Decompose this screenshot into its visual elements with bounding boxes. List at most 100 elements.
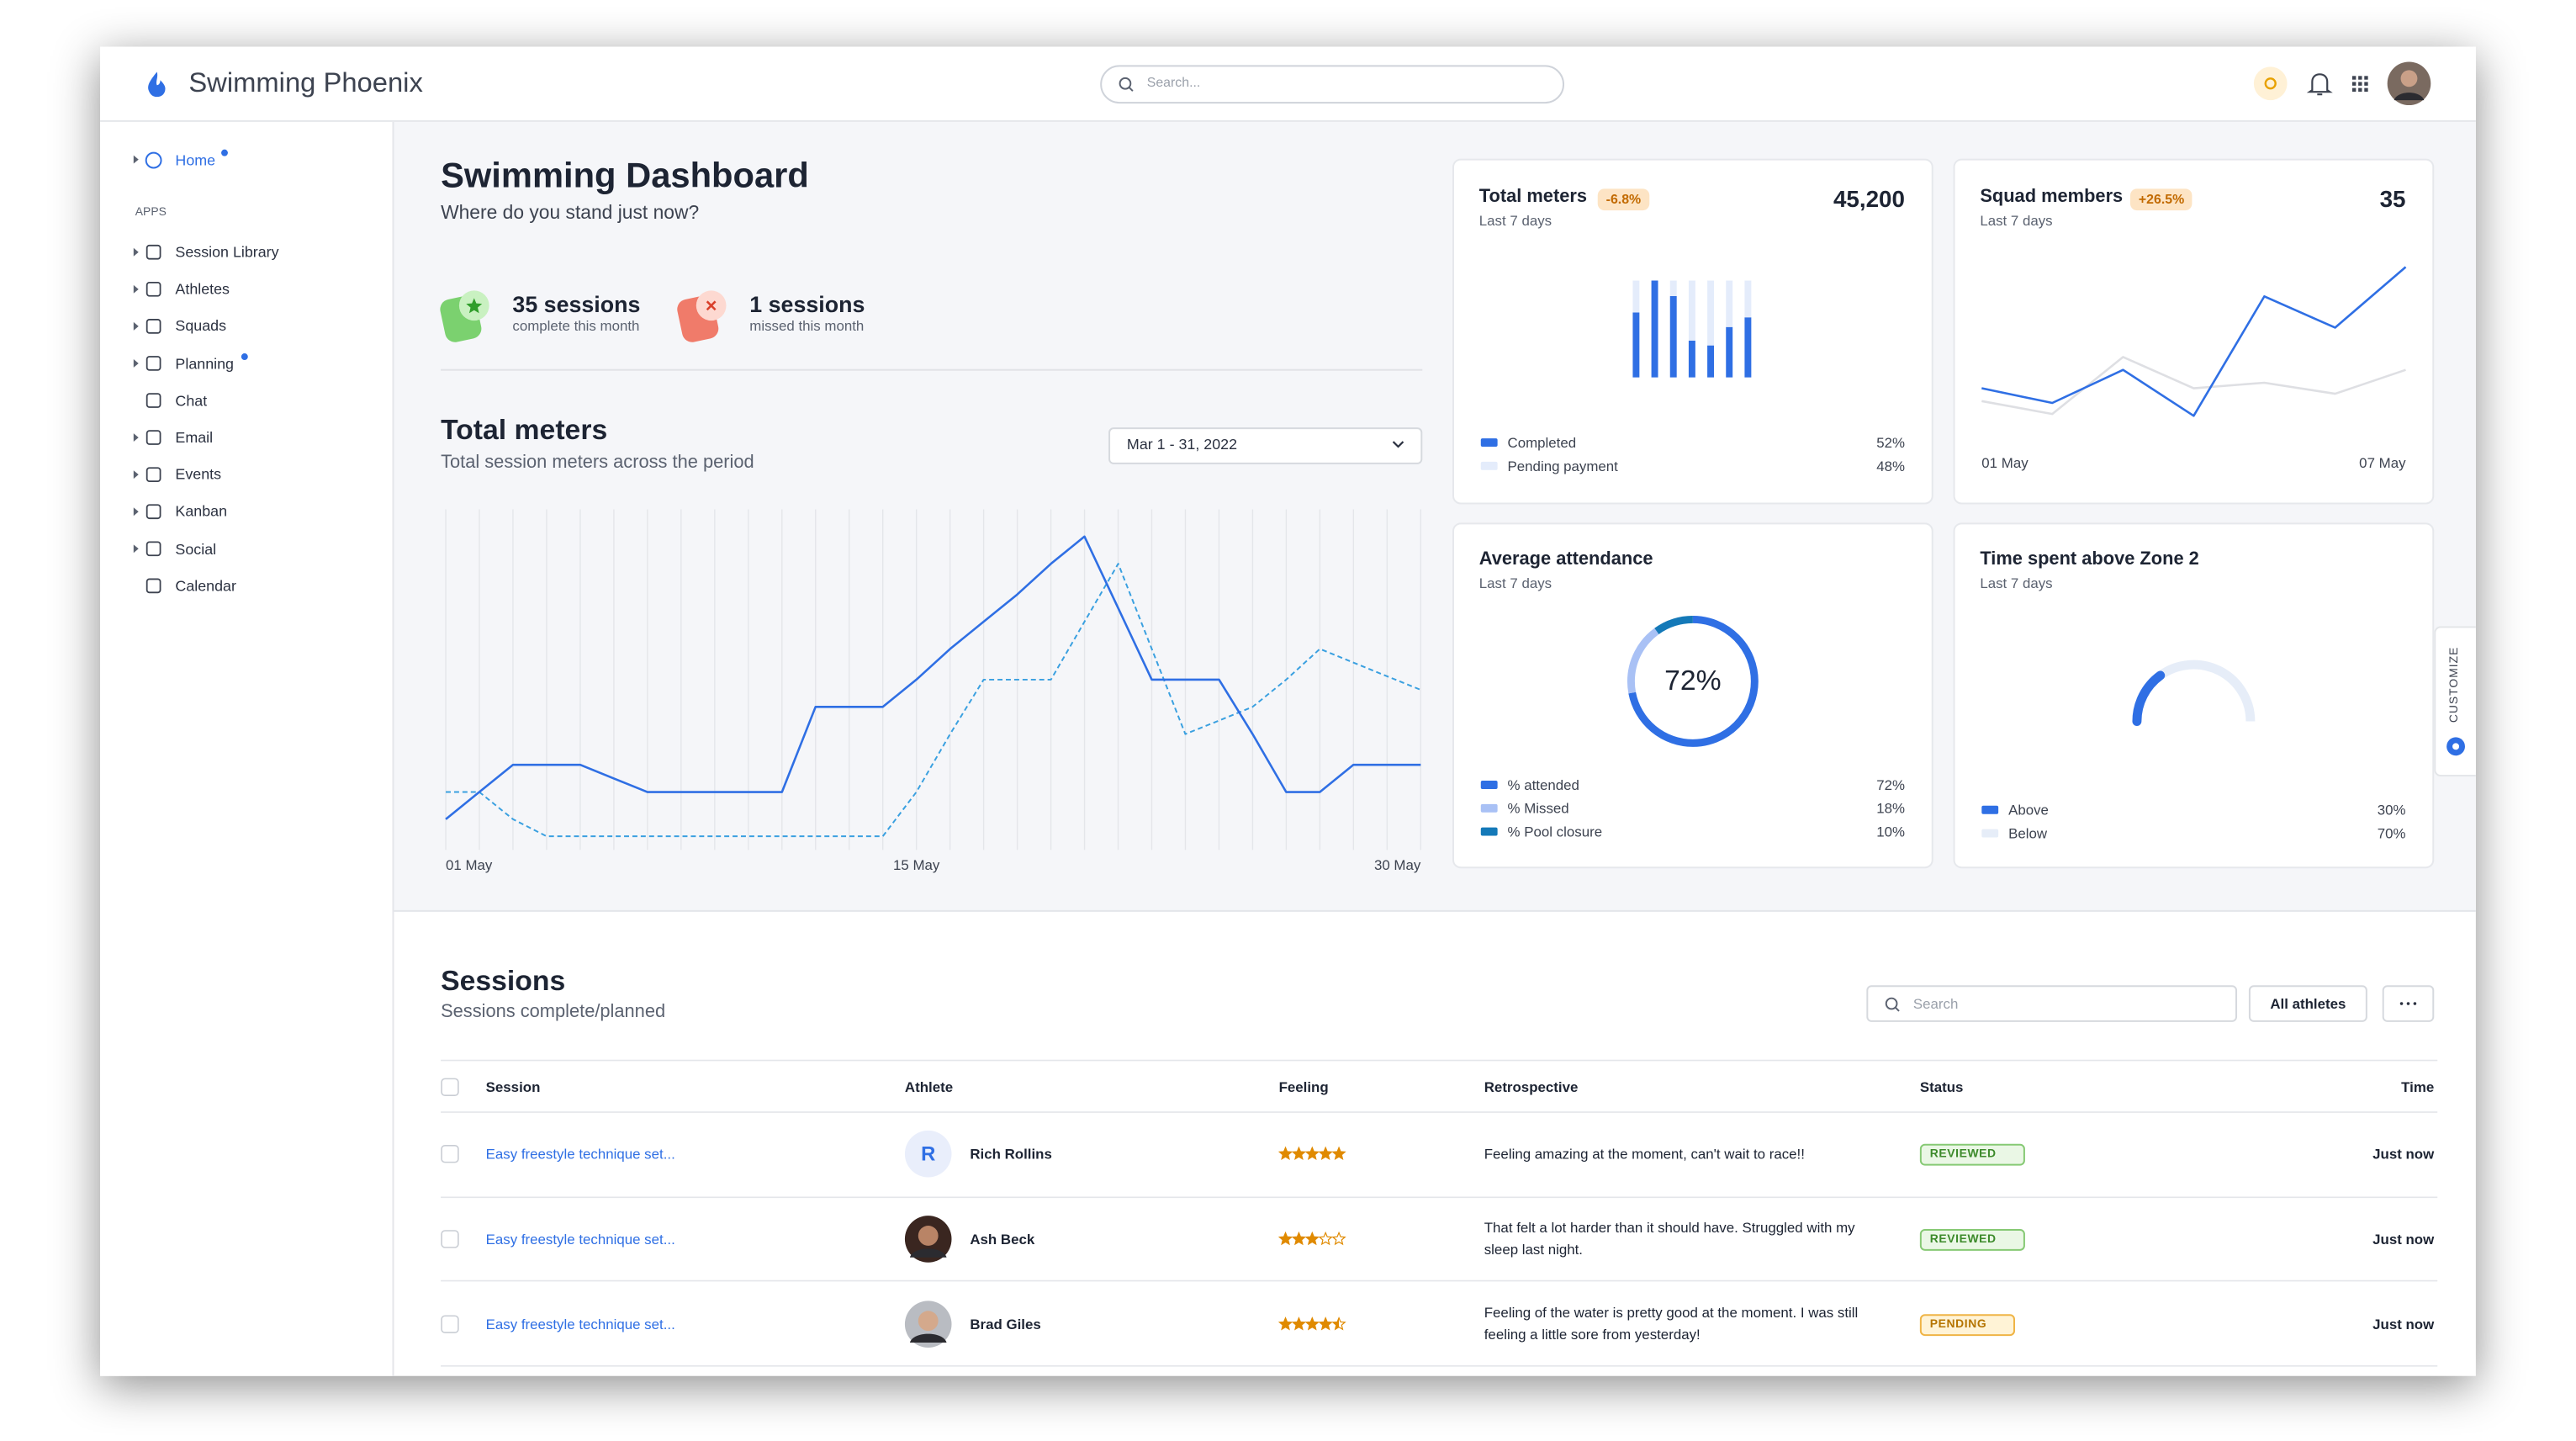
line xyxy=(446,563,1421,838)
home-icon xyxy=(145,151,162,169)
column-header[interactable]: Retrospective xyxy=(1484,1078,1579,1095)
card-title: Total meters xyxy=(1478,187,1588,208)
rating-star xyxy=(1306,1232,1319,1245)
rating-star xyxy=(1279,1147,1292,1159)
caret xyxy=(133,247,139,257)
nav-item[interactable]: Squads xyxy=(175,317,227,335)
column-header[interactable]: Status xyxy=(1919,1078,1964,1095)
rating-star xyxy=(1306,1317,1319,1330)
rating-fill xyxy=(1279,1232,1319,1245)
card-title: Squad members xyxy=(1980,187,2124,208)
stat-label: missed this month xyxy=(749,316,865,334)
theme-button xyxy=(2253,66,2288,101)
donut-center: 72% xyxy=(1664,665,1722,697)
stat-cross xyxy=(706,300,717,311)
time: Just now xyxy=(2372,1144,2435,1162)
nav-item[interactable]: Social xyxy=(175,540,217,558)
retrospective: Feeling of the water is pretty good at t… xyxy=(1484,1304,1859,1343)
legend-swatch xyxy=(1480,827,1498,836)
rating-star-empty xyxy=(1318,1231,1333,1246)
more-dot xyxy=(2406,1002,2410,1005)
stat-value: 35 sessions xyxy=(512,291,641,317)
legend-swatch xyxy=(1981,805,1999,814)
table-search[interactable] xyxy=(1866,985,2238,1022)
rating-fill xyxy=(1279,1147,1346,1159)
date-select[interactable] xyxy=(1108,427,1423,464)
nav-item[interactable]: Email xyxy=(175,429,214,447)
nav-icon xyxy=(145,578,161,594)
filter-label[interactable]: All athletes xyxy=(2270,994,2346,1011)
change-badge: -6.8% xyxy=(1597,188,1650,210)
avatar-body xyxy=(909,1333,947,1343)
card-subtitle: Last 7 days xyxy=(1980,211,2053,228)
session-link[interactable]: Easy freestyle technique set... xyxy=(485,1315,675,1332)
column-header[interactable]: Time xyxy=(2401,1078,2435,1095)
change-badge: +26.5% xyxy=(2129,188,2193,210)
card xyxy=(1953,158,2435,505)
bar xyxy=(1632,312,1640,378)
user-avatar-face xyxy=(2400,70,2418,87)
retrospective: That felt a lot harder than it should ha… xyxy=(1484,1219,1855,1258)
session-link[interactable]: Easy freestyle technique set... xyxy=(485,1230,675,1247)
athlete-name: Ash Beck xyxy=(970,1230,1035,1247)
legend-label: % attended xyxy=(1507,776,1579,792)
bar xyxy=(1744,280,1752,318)
stat-label: complete this month xyxy=(512,316,640,334)
legend-value: 48% xyxy=(1876,456,1905,474)
rating-star-empty xyxy=(1331,1231,1346,1246)
card-subtitle: Last 7 days xyxy=(1478,573,1552,591)
card-title: Average attendance xyxy=(1478,549,1653,570)
side-tab-label[interactable]: CUSTOMIZE xyxy=(2449,646,2462,723)
nav-item[interactable]: Kanban xyxy=(175,503,228,521)
nav-item[interactable]: Chat xyxy=(175,392,208,409)
nav-item[interactable]: Events xyxy=(175,466,222,484)
card-total: 35 xyxy=(2379,185,2406,213)
nav-home[interactable]: Home xyxy=(175,151,216,169)
apps-icon xyxy=(2358,82,2362,86)
card xyxy=(1452,522,1933,869)
gauge-segment xyxy=(2157,660,2256,722)
column-header[interactable]: Athlete xyxy=(904,1078,954,1095)
nav-icon xyxy=(145,467,161,482)
apps-icon xyxy=(2364,87,2368,92)
column-header[interactable]: Feeling xyxy=(1278,1078,1329,1095)
rating xyxy=(1277,1231,1346,1246)
more-button[interactable] xyxy=(2382,985,2435,1022)
search-icon xyxy=(1894,1006,1900,1012)
x-tick-label: 01 May xyxy=(1981,453,2029,470)
nav-item[interactable]: Planning xyxy=(175,355,234,372)
more-dot xyxy=(2399,1002,2404,1005)
date-range[interactable]: Mar 1 - 31, 2022 xyxy=(1126,436,1238,453)
legend-swatch xyxy=(1480,438,1498,448)
nav-item[interactable]: Calendar xyxy=(175,577,236,595)
bar xyxy=(1632,280,1640,313)
sessions-title: Sessions xyxy=(441,965,566,998)
caret xyxy=(133,433,139,442)
bar xyxy=(1744,317,1752,378)
rating xyxy=(1277,1146,1346,1161)
rating-star xyxy=(1306,1147,1319,1159)
search-box[interactable] xyxy=(1100,65,1565,104)
nav-item[interactable]: Athletes xyxy=(175,280,230,298)
sessions-subtitle: Sessions complete/planned xyxy=(441,1002,666,1022)
brand: Swimming Phoenix xyxy=(188,67,423,98)
filter-button[interactable] xyxy=(2248,985,2367,1022)
search-icon xyxy=(1119,77,1132,90)
avatar-body xyxy=(909,1248,947,1258)
rating-star xyxy=(1293,1317,1305,1330)
time: Just now xyxy=(2372,1315,2435,1332)
rating-star xyxy=(1332,1147,1346,1159)
column-header[interactable]: Session xyxy=(485,1078,541,1095)
athlete-name: Brad Giles xyxy=(970,1315,1041,1332)
dashboard-subtitle: Where do you stand just now? xyxy=(441,203,700,224)
search-icon xyxy=(1128,87,1134,92)
nav-icon xyxy=(145,319,161,334)
session-link[interactable]: Easy freestyle technique set... xyxy=(485,1144,675,1162)
line xyxy=(1981,266,2407,417)
bar xyxy=(1726,326,1733,378)
legend-label: % Pool closure xyxy=(1507,822,1603,840)
sun-icon xyxy=(2264,77,2277,90)
nav-item[interactable]: Session Library xyxy=(175,243,279,261)
nav-icon xyxy=(145,281,161,297)
